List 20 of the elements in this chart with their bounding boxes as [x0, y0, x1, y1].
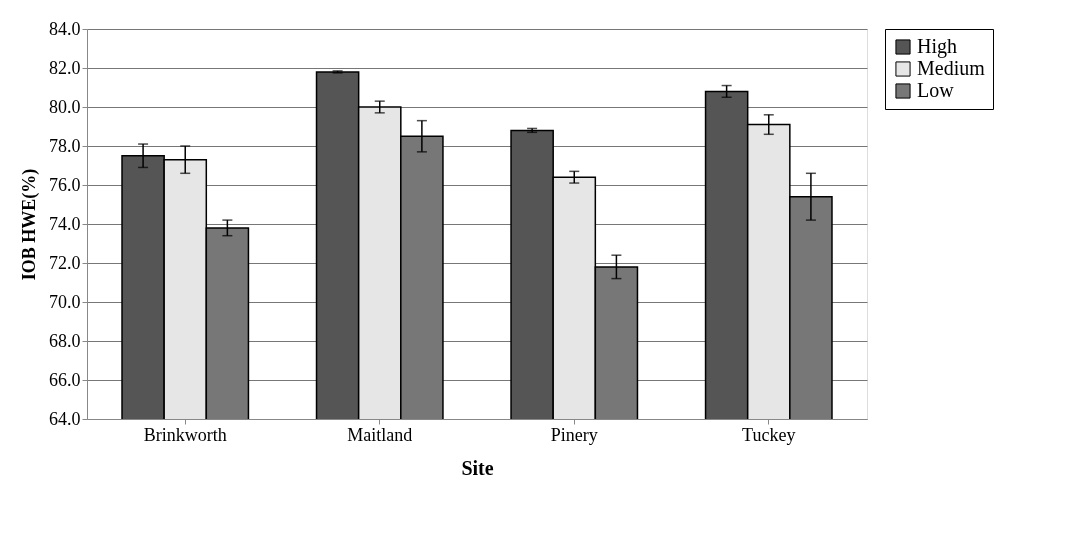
x-tick-label: Maitland	[347, 424, 413, 445]
y-tick-label: 78.0	[49, 135, 81, 156]
y-tick-label: 68.0	[49, 330, 81, 351]
y-tick-label: 80.0	[49, 96, 81, 117]
y-tick-label: 82.0	[49, 57, 81, 78]
y-axis-title: IOB HWE(%)	[19, 168, 40, 281]
y-tick-label: 64.0	[49, 408, 81, 429]
x-tick-label: Tuckey	[742, 424, 796, 445]
y-tick-label: 70.0	[49, 291, 81, 312]
x-axis-title: Site	[461, 456, 494, 479]
y-tick-label: 74.0	[49, 213, 81, 234]
y-tick-label: 72.0	[49, 252, 81, 273]
y-tick-label: 84.0	[49, 18, 81, 39]
y-tick-label: 76.0	[49, 174, 81, 195]
legend-label: Medium	[917, 57, 986, 79]
x-tick-label: Pinery	[550, 424, 598, 445]
legend-label: High	[917, 35, 957, 58]
x-tick-label: Brinkworth	[143, 424, 227, 445]
y-tick-label: 66.0	[49, 369, 81, 390]
legend-label: Low	[917, 79, 955, 101]
